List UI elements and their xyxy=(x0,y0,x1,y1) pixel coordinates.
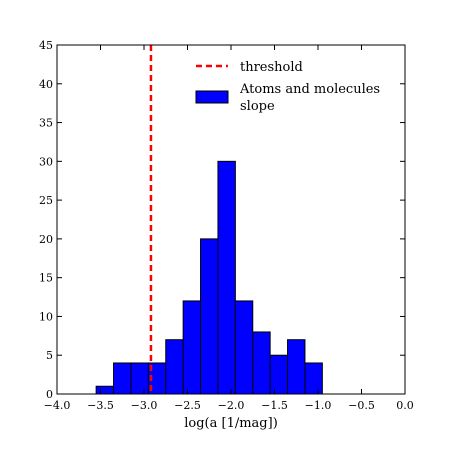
y-tick-label: 40 xyxy=(39,78,53,91)
axis-ticks xyxy=(56,44,406,395)
y-tick-label: 35 xyxy=(39,117,53,130)
histogram-bar xyxy=(113,362,132,395)
y-tick-label: 25 xyxy=(39,194,53,207)
y-tick-label: 0 xyxy=(46,388,53,401)
x-tick-label: −1.5 xyxy=(261,399,288,412)
x-axis-label: log(a [1/mag]) xyxy=(184,416,278,431)
histogram-bar xyxy=(269,354,289,395)
y-tick-label: 20 xyxy=(39,233,53,246)
histogram-bars xyxy=(95,160,323,395)
x-tick-label: −0.5 xyxy=(348,399,375,412)
histogram-bar xyxy=(165,339,184,395)
histogram-bar xyxy=(217,160,236,395)
legend-threshold-label: threshold xyxy=(240,60,303,75)
y-tick-label: 30 xyxy=(39,155,53,168)
x-tick-label: −2.0 xyxy=(218,399,245,412)
legend-series-label-line1: Atoms and molecules xyxy=(239,82,380,97)
histogram-bar xyxy=(95,385,115,395)
y-tick-label: 10 xyxy=(39,310,53,323)
histogram-bar xyxy=(200,238,219,395)
legend-series-label-line2: slope xyxy=(240,99,275,114)
x-tick-label: −3.5 xyxy=(87,399,114,412)
x-tick-label: −1.0 xyxy=(305,399,332,412)
y-axis-labels: 0 5 10 15 20 25 30 35 40 45 xyxy=(39,39,53,401)
x-axis-labels: −4.0 −3.5 −3.0 −2.5 −2.0 −1.5 −1.0 −0.5 0.0 xyxy=(44,399,414,412)
x-tick-label: −2.5 xyxy=(174,399,201,412)
histogram-bar xyxy=(252,331,271,395)
y-tick-label: 15 xyxy=(39,272,53,285)
plot-area xyxy=(56,44,406,395)
x-tick-label: −3.0 xyxy=(131,399,158,412)
x-tick-label: 0.0 xyxy=(396,399,414,412)
legend: threshold Atoms and molecules slope xyxy=(195,60,380,114)
histogram-bar xyxy=(304,362,323,395)
histogram-bar xyxy=(182,300,202,395)
y-tick-label: 5 xyxy=(46,349,53,362)
histogram-bar xyxy=(287,339,306,395)
x-tick-label: −4.0 xyxy=(44,399,71,412)
legend-series-swatch xyxy=(195,90,229,104)
histogram-bar xyxy=(234,300,254,395)
y-tick-label: 45 xyxy=(39,39,53,52)
histogram-bar xyxy=(130,362,149,395)
